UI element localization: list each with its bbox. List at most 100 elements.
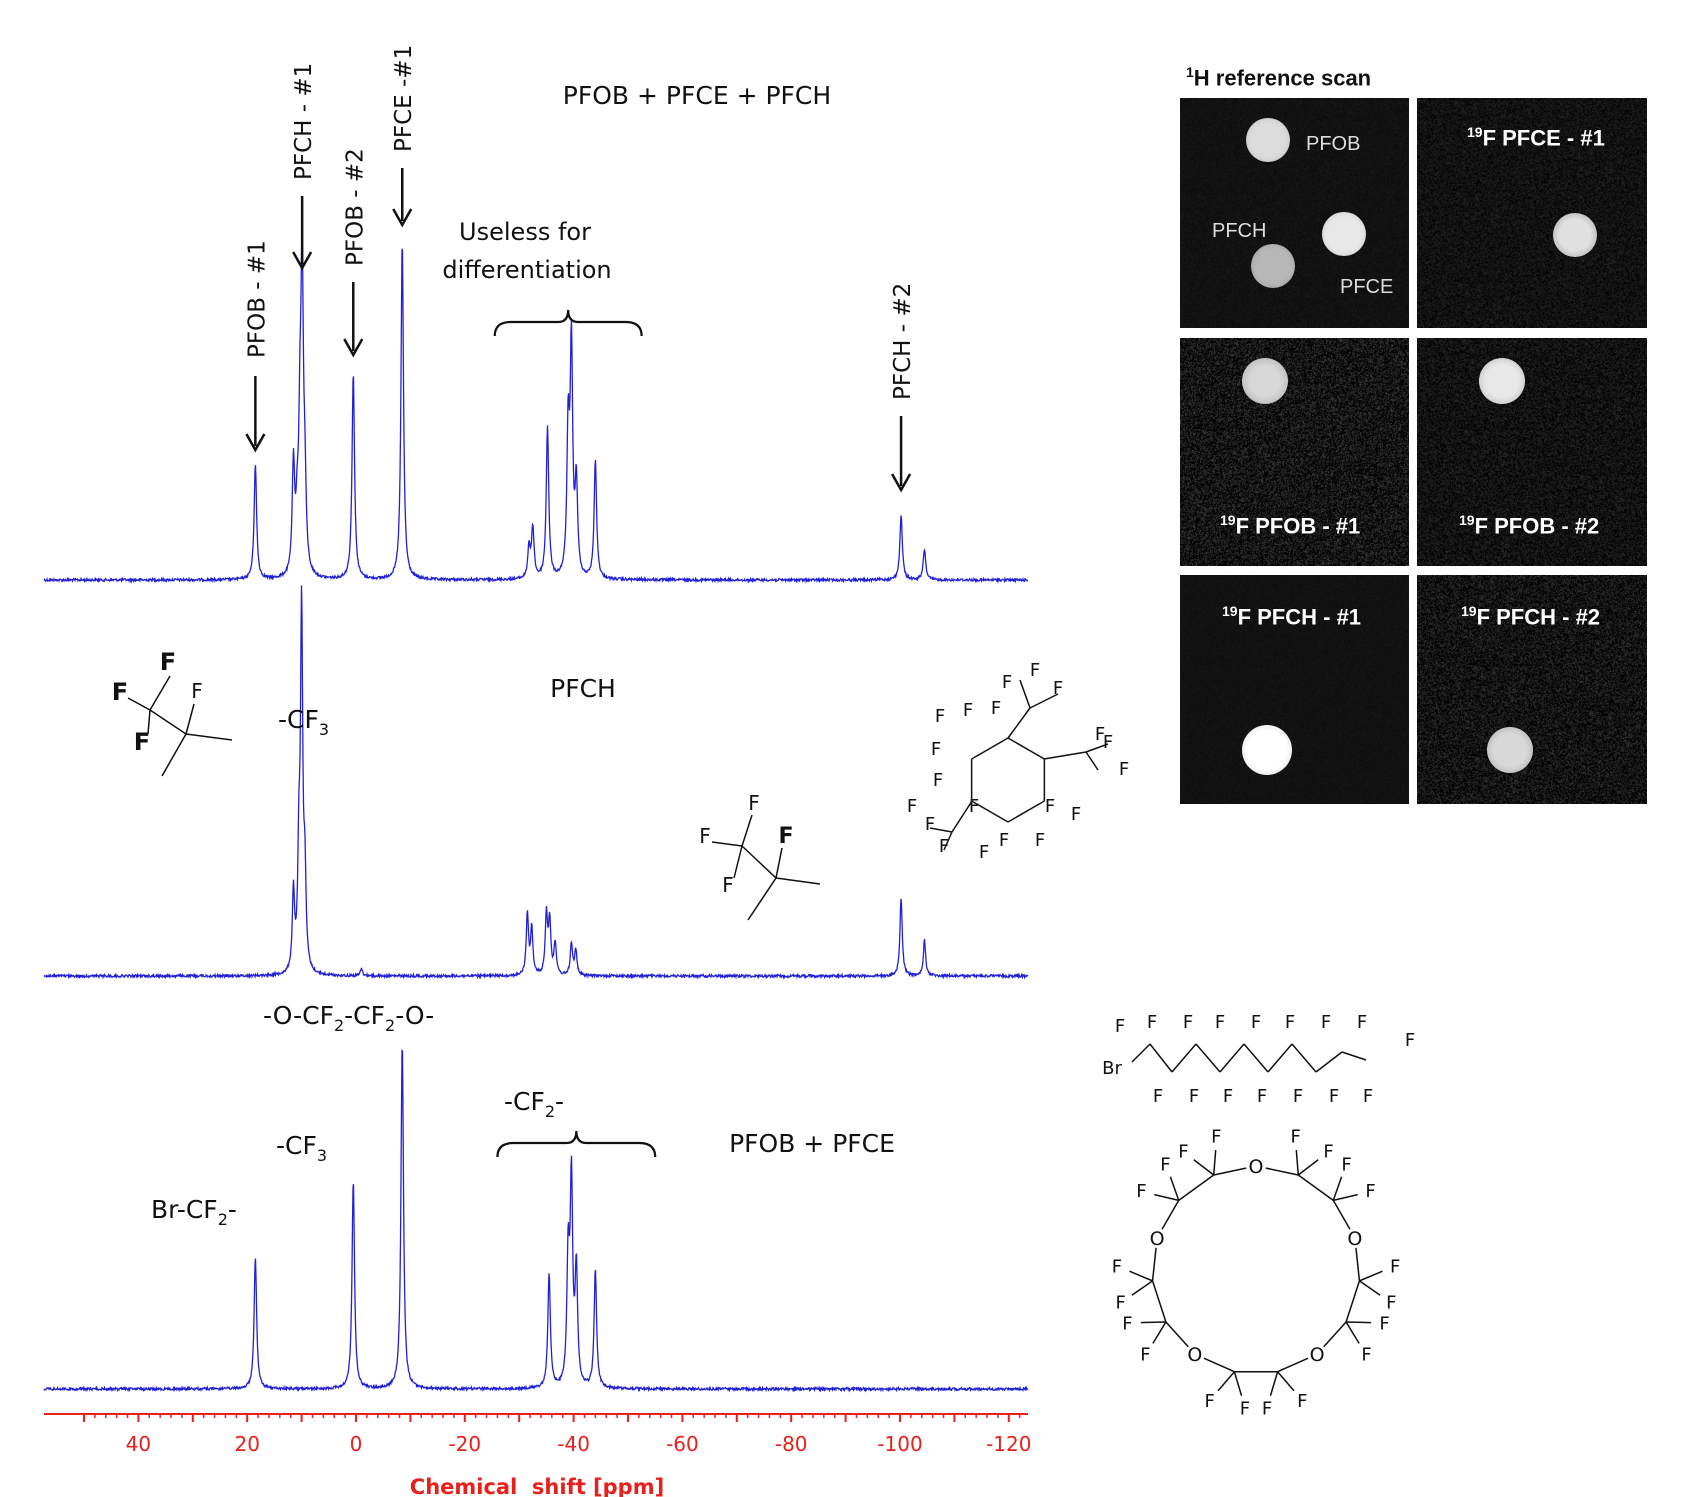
bond: [1019, 679, 1031, 709]
signal-spot: [1487, 727, 1533, 773]
mri-panel-reference: PFOB PFCH PFCE: [1180, 98, 1409, 328]
atom-label: F: [1363, 1086, 1373, 1107]
annotation-arrow-head: [890, 473, 912, 493]
x-tick-label: 40: [126, 1432, 151, 1456]
x-tick-label: -120: [986, 1432, 1031, 1456]
atom-label: F: [1379, 1313, 1389, 1334]
atom-label: F: [1205, 1391, 1215, 1412]
atom-label: F: [1341, 1154, 1351, 1175]
bond: [1140, 1321, 1166, 1324]
atom-label: F: [160, 648, 176, 676]
bond: [747, 877, 777, 921]
atom-label: F: [1153, 1086, 1163, 1107]
bond: [185, 733, 233, 741]
bond: [971, 800, 1009, 823]
atom-label: F: [1323, 1141, 1333, 1162]
atom-label: F: [1293, 1086, 1303, 1107]
atom-label: F: [1390, 1257, 1400, 1278]
atom-label: F: [979, 842, 989, 863]
atom-label: F: [1122, 1313, 1132, 1334]
bond: [741, 845, 777, 879]
bond: [1219, 1043, 1245, 1073]
pfch-spot: [1251, 244, 1295, 288]
bond: [1085, 743, 1109, 753]
bond: [1085, 751, 1099, 771]
x-tick-label: -40: [557, 1432, 590, 1456]
atom-label: F: [722, 873, 734, 897]
bond: [775, 847, 783, 879]
annotation-arrow-head: [245, 433, 266, 453]
spectrum-1-title: PFOB + PFCE + PFCH: [563, 81, 831, 110]
x-axis: 40 20 0 -20 -40 -60 -80 -100 -120 Chemical shift …: [44, 1413, 1031, 1497]
bond: [161, 733, 187, 777]
bond: [1178, 1174, 1215, 1202]
bond: [1029, 693, 1059, 709]
bond: [1269, 1371, 1279, 1396]
atom-label: F: [1002, 672, 1012, 693]
atom-label: F: [1257, 1086, 1267, 1107]
bond: [1169, 1176, 1180, 1201]
bond: [1345, 1321, 1360, 1344]
bond: [1131, 1280, 1153, 1296]
atom-label: F: [925, 814, 935, 835]
atom-label: Br: [1102, 1058, 1122, 1079]
atom-label: F: [1119, 759, 1129, 780]
pfce-spot: [1322, 212, 1366, 256]
atom-label: F: [1240, 1399, 1250, 1420]
mri-panel-pfch-1: 19F PFCH - #1: [1180, 575, 1409, 804]
atom-label: F: [1251, 1012, 1261, 1033]
panel-label: 19F PFCH - #1: [1222, 603, 1362, 630]
signal-spot: [1553, 213, 1597, 257]
bond: [1193, 1159, 1215, 1176]
atom-label: F: [933, 770, 943, 791]
peak-annotation-4: PFCE -#1: [391, 45, 417, 152]
bond: [741, 814, 753, 847]
label-cf3-pfch: -CF3: [278, 705, 329, 739]
atom-label: F: [1095, 724, 1105, 745]
bond: [1346, 1321, 1372, 1324]
bond: [1195, 1043, 1221, 1073]
mri-panel-pfce-1: 19F PFCE - #1: [1417, 98, 1647, 328]
oxygen-bg: [1246, 1156, 1266, 1176]
pfch-spot-label: PFCH: [1212, 220, 1267, 242]
atom-label: F: [1215, 1012, 1225, 1033]
annotation-layer: PFOB + PFCE + PFCH PFOB - #1 PFCH - #1 PFOB…: [151, 45, 916, 1229]
atom-label: F: [1357, 1012, 1367, 1033]
atom-label: F: [1386, 1292, 1396, 1313]
bond: [127, 697, 151, 711]
atom-label: F: [1071, 804, 1081, 825]
spectrum-line-2: [43, 585, 1029, 980]
atom-label: F: [748, 791, 760, 815]
atom-label: F: [1183, 1012, 1193, 1033]
peak-annotation-5: PFCH - #2: [890, 283, 916, 400]
spectra-layer: [43, 226, 1029, 1393]
x-tick-label: 0: [350, 1432, 363, 1456]
spectrum-3-title: PFOB + PFCE: [729, 1129, 895, 1158]
oxygen-atom: O: [1249, 1156, 1264, 1178]
x-tick-label: -100: [877, 1432, 922, 1456]
bond: [1131, 1043, 1151, 1063]
atom-label: F: [1045, 796, 1055, 817]
peak-annotation-2: PFCH - #1: [291, 63, 317, 180]
oxygen-atom: O: [1150, 1228, 1165, 1250]
atom-label: F: [1361, 1345, 1371, 1366]
spectrum-line-3: [43, 1049, 1029, 1393]
atom-label: F: [1223, 1086, 1233, 1107]
panel-label: 19F PFOB - #1: [1220, 512, 1361, 539]
annotation-arrow-head: [292, 251, 313, 271]
atom-label: F: [1178, 1141, 1188, 1162]
annotation-arrow-head: [392, 208, 413, 228]
atom-label: F: [1103, 732, 1113, 753]
oxygen-bg: [1147, 1227, 1168, 1248]
atom-label: F: [699, 824, 711, 848]
bond: [1151, 1280, 1167, 1323]
mri-panel-pfch-2: 19F PFCH - #2: [1417, 575, 1647, 804]
bond: [1359, 1270, 1383, 1282]
atom-label: F: [931, 739, 941, 760]
x-tick-label: -60: [666, 1432, 699, 1456]
bond: [1243, 1043, 1269, 1073]
atom-label: F: [907, 796, 917, 817]
